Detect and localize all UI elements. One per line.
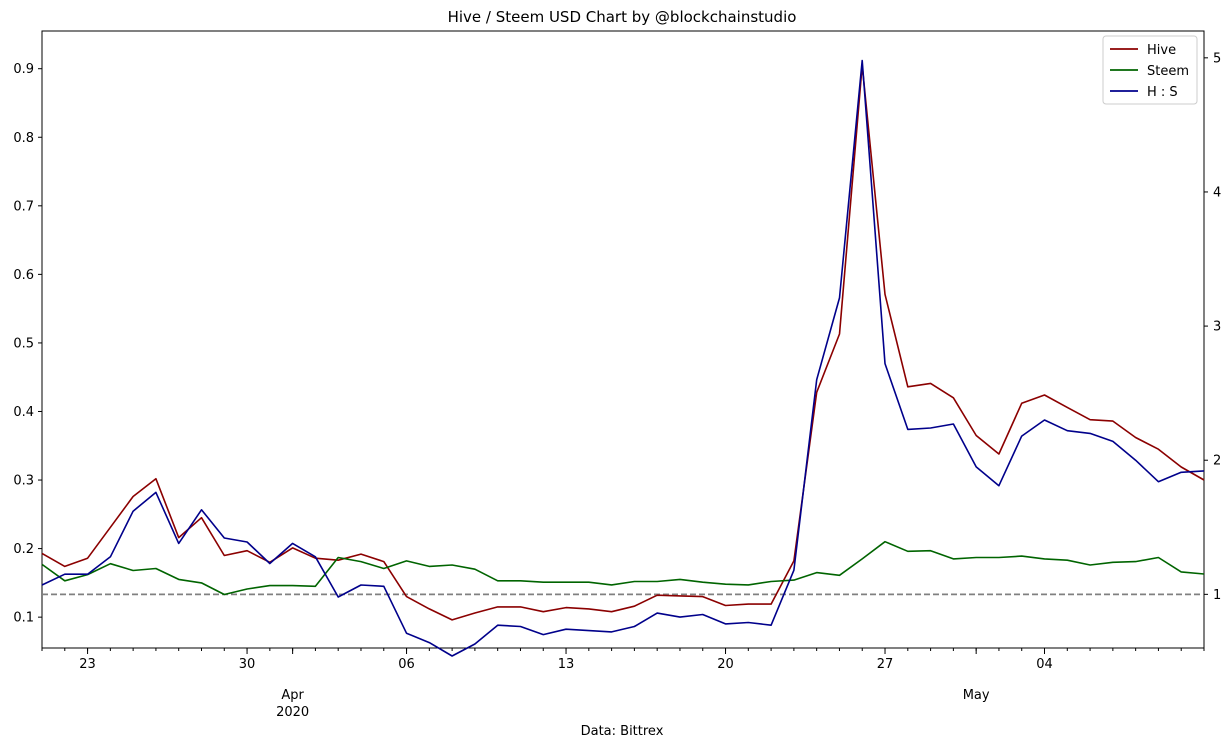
y-right-tick-label: 1 xyxy=(1213,588,1221,603)
y-right-tick-label: 2 xyxy=(1213,454,1221,469)
x-tick-label: 06 xyxy=(398,657,415,672)
y-tick-label: 0.8 xyxy=(13,131,34,146)
legend-label: Steem xyxy=(1147,64,1189,79)
legend: Hive Steem H : S xyxy=(1102,35,1198,105)
series-line-h-s xyxy=(41,59,1205,657)
legend-label: Hive xyxy=(1147,43,1176,58)
series-line-hive xyxy=(41,64,1205,621)
x-tick-year-label: 2020 xyxy=(276,705,309,720)
chart-title: Hive / Steem USD Chart by @blockchainstu… xyxy=(448,8,797,26)
y-tick-label: 0.4 xyxy=(13,405,34,420)
y-tick-label: 0.1 xyxy=(13,611,34,626)
x-tick-month-label: Apr xyxy=(281,688,304,703)
x-tick-label: 27 xyxy=(877,657,894,672)
x-tick-label: 23 xyxy=(79,657,96,672)
y-right-tick-label: 5 xyxy=(1213,51,1221,66)
y-right-tick-label: 3 xyxy=(1213,320,1221,335)
y-tick-label: 0.5 xyxy=(13,336,34,351)
y-tick-label: 0.2 xyxy=(13,542,34,557)
y-tick-label: 0.9 xyxy=(13,62,34,77)
x-axis-label: Data: Bittrex xyxy=(581,724,664,739)
x-tick-label: 13 xyxy=(558,657,575,672)
x-tick-label: 20 xyxy=(717,657,734,672)
y-tick-label: 0.7 xyxy=(13,199,34,214)
legend-box xyxy=(1102,35,1198,105)
y-right-tick-label: 4 xyxy=(1213,185,1221,200)
y-tick-label: 0.3 xyxy=(13,474,34,489)
y-tick-label: 0.6 xyxy=(13,268,34,283)
plot-frame xyxy=(41,30,1205,649)
x-tick-label: 30 xyxy=(239,657,256,672)
x-tick-month-label: May xyxy=(963,688,990,703)
series-line-steem xyxy=(41,540,1205,596)
x-tick-label: 04 xyxy=(1036,657,1053,672)
legend-label: H : S xyxy=(1147,85,1178,100)
